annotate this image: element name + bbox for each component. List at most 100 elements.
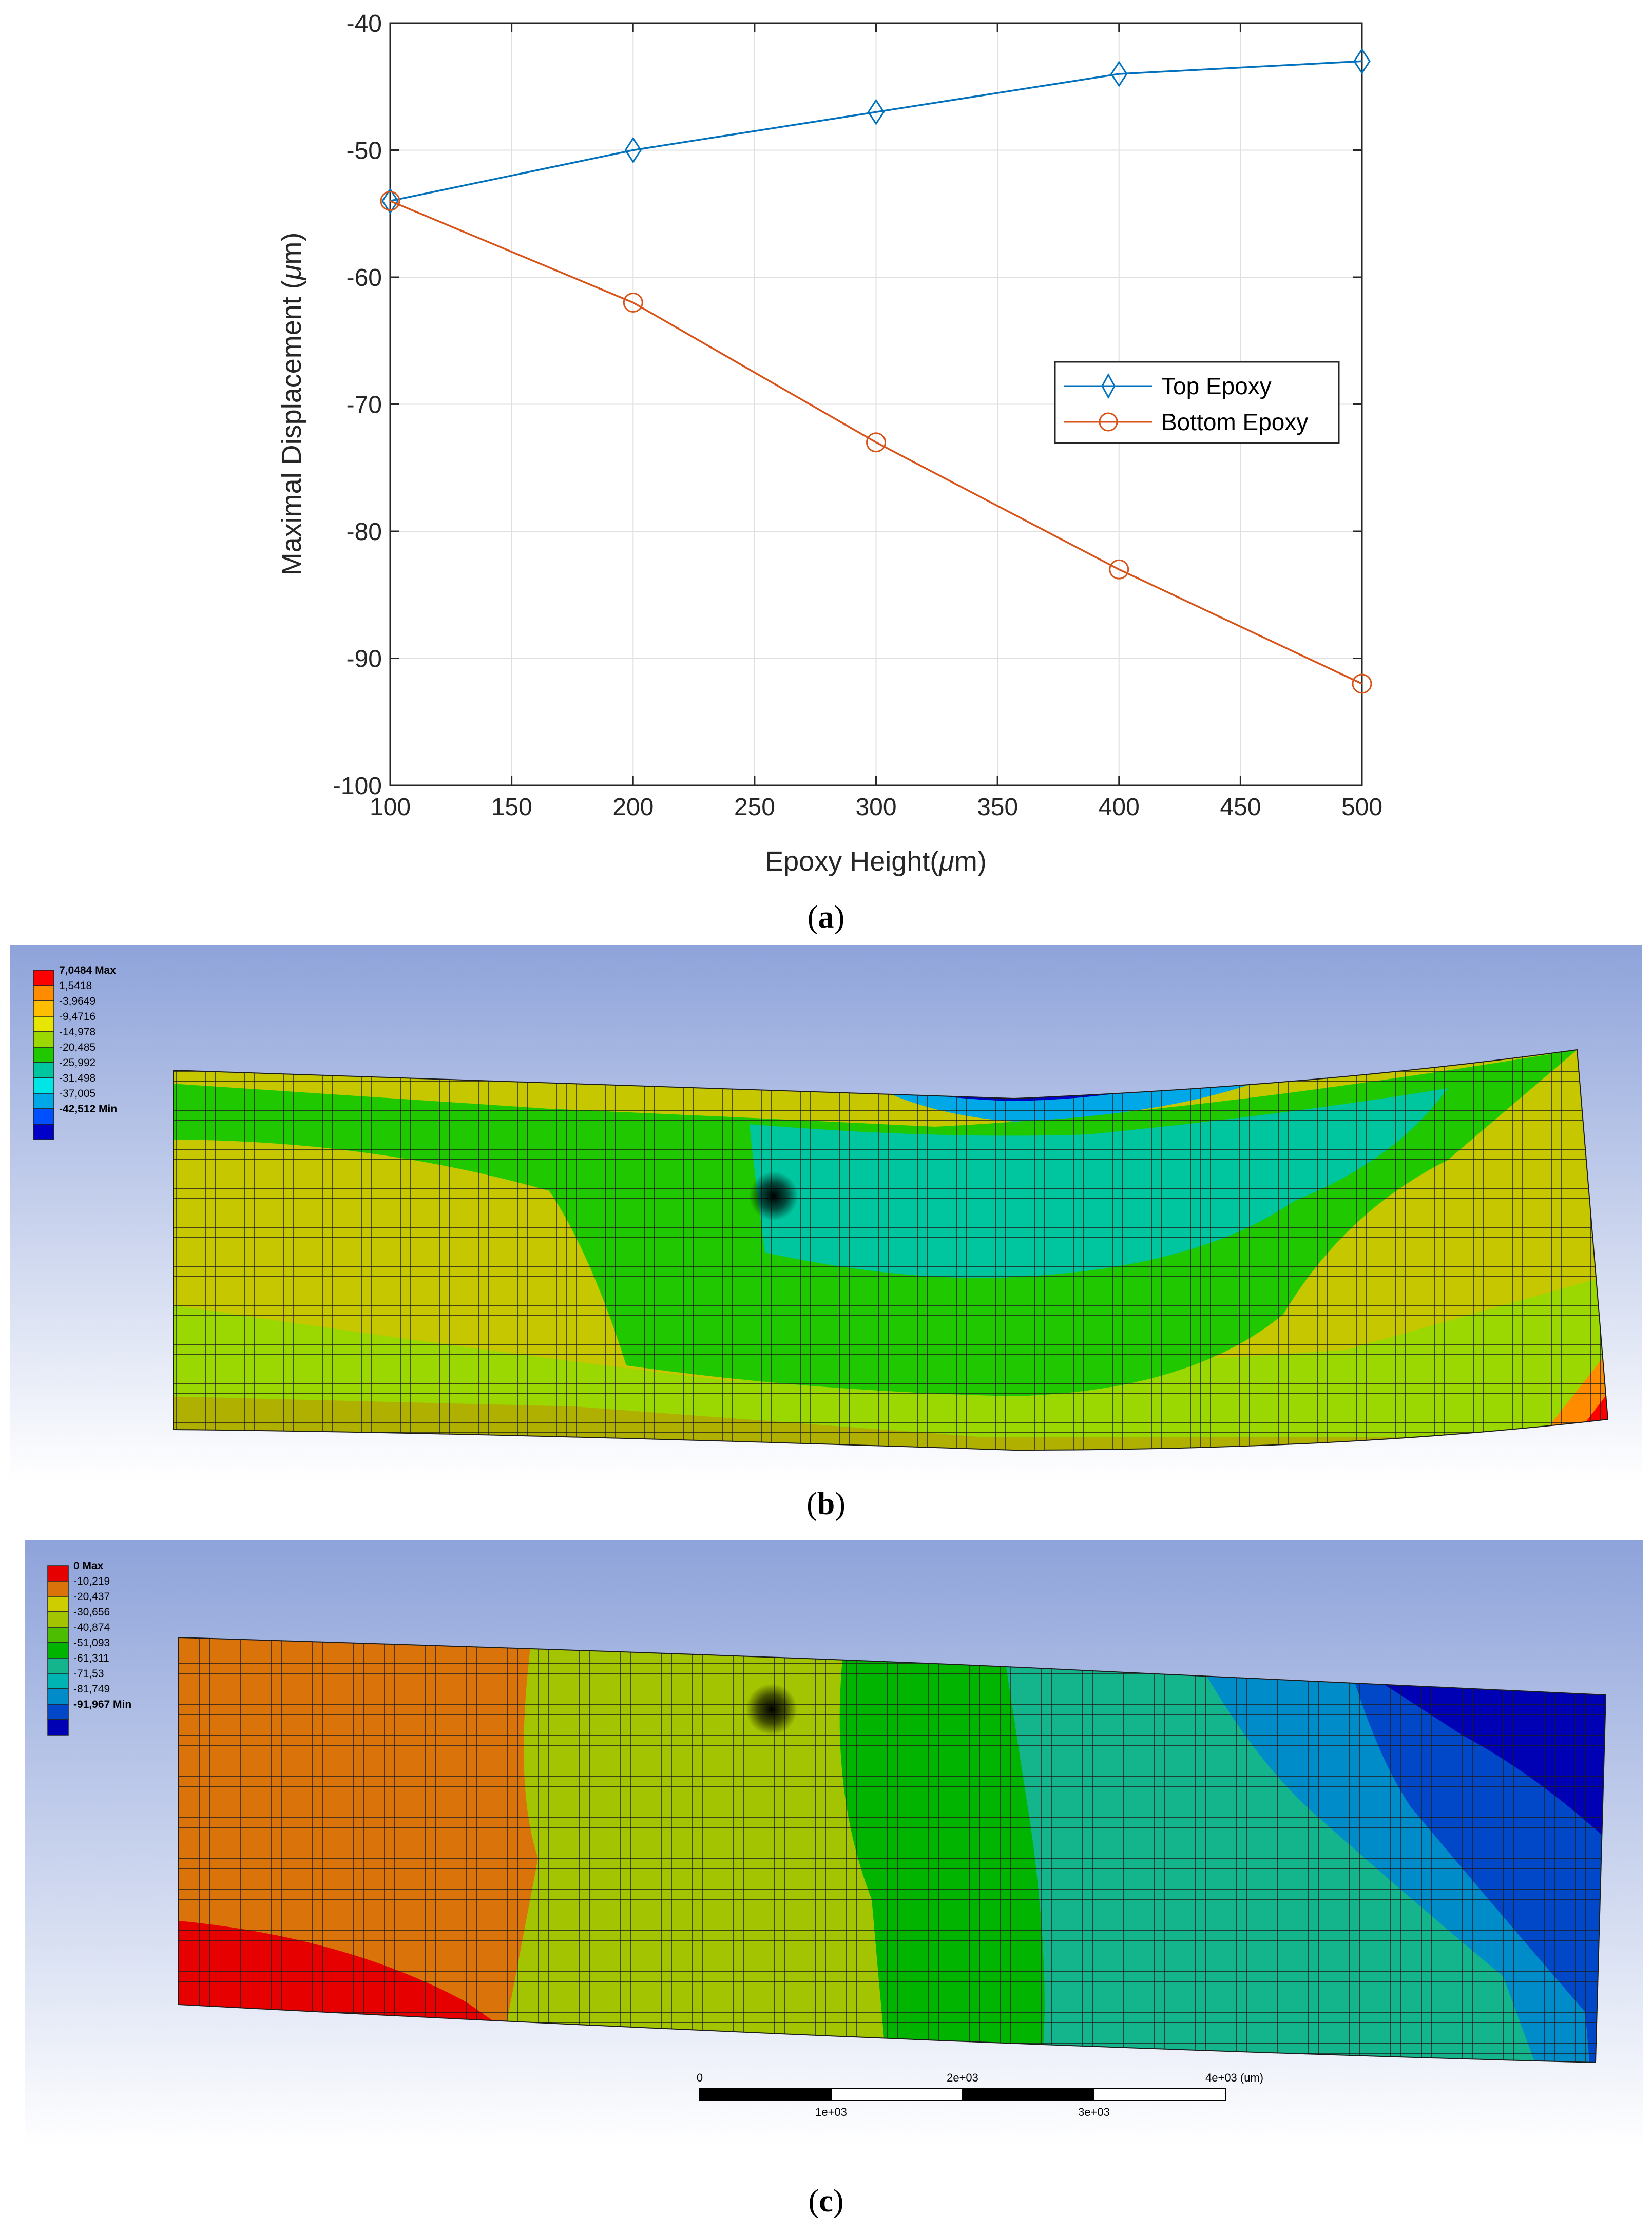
fea-panel-b: 7,0484 Max 1,5418 -3,9649 -9,4716 -14,978 -20… bbox=[10, 945, 1642, 1481]
data-point-bottom-epoxy bbox=[1109, 559, 1129, 580]
x-tick-label: 500 bbox=[1341, 794, 1382, 821]
legend-swatch bbox=[33, 1047, 54, 1063]
legend-swatch bbox=[47, 1642, 69, 1659]
beam-contour bbox=[179, 1637, 1606, 2063]
legend-swatch bbox=[33, 1093, 54, 1109]
scale-label-3e3: 3e+03 bbox=[1078, 2106, 1110, 2118]
legend-swatch bbox=[33, 1016, 54, 1032]
y-tick-label: -50 bbox=[347, 138, 382, 165]
legend-swatch bbox=[47, 1719, 69, 1736]
legend-value-label: -42,512 Min bbox=[59, 1103, 117, 1115]
legend-value-label: 1,5418 bbox=[59, 980, 92, 992]
data-point-bottom-epoxy bbox=[623, 293, 643, 313]
x-tick-label: 100 bbox=[370, 794, 411, 821]
y-axis-label: Maximal Displacement (μm) bbox=[276, 233, 307, 576]
legend-swatch bbox=[33, 985, 54, 1001]
data-point-bottom-epoxy bbox=[1352, 673, 1372, 694]
legend-label-top-epoxy: Top Epoxy bbox=[1161, 373, 1272, 399]
legend-value-label: -14,978 bbox=[59, 1026, 95, 1038]
beam-contour bbox=[174, 1050, 1608, 1450]
series-line-bottom-epoxy bbox=[390, 200, 1362, 685]
legend-swatch bbox=[47, 1627, 69, 1643]
legend-value-label: -51,093 bbox=[73, 1637, 110, 1649]
scale-bar: 0 2e+03 4e+03 (um) 1e+03 3e+03 bbox=[697, 2071, 1263, 2118]
chart-series bbox=[380, 48, 1372, 694]
x-tick-label: 400 bbox=[1099, 794, 1140, 821]
legend-value-label: -61,311 bbox=[73, 1652, 109, 1664]
legend-swatch bbox=[47, 1704, 69, 1720]
fea-panel-c: 0 Max -10,219 -20,437 -30,656 -40,874 -51,093… bbox=[25, 1540, 1643, 2147]
legend-swatch bbox=[33, 1108, 54, 1125]
chart-legend: Top Epoxy Bottom Epoxy bbox=[1054, 361, 1340, 444]
caption-a: (a) bbox=[807, 900, 845, 935]
data-point-top-epoxy bbox=[1110, 61, 1128, 87]
mesh-refinement-node bbox=[749, 1171, 798, 1221]
data-point-bottom-epoxy bbox=[866, 432, 886, 453]
x-tick-label: 450 bbox=[1220, 794, 1261, 821]
scale-label-2e3: 2e+03 bbox=[947, 2071, 978, 2084]
legend-swatch bbox=[33, 1077, 54, 1094]
data-point-top-epoxy bbox=[624, 137, 642, 164]
caption-b: (b) bbox=[806, 1487, 846, 1521]
contour-legend: 0 Max -10,219 -20,437 -30,656 -40,874 -51,093… bbox=[47, 1560, 131, 1736]
legend-swatch bbox=[47, 1596, 69, 1612]
caption-c: (c) bbox=[808, 2184, 844, 2219]
x-axis-label: Epoxy Height(μm) bbox=[765, 846, 987, 877]
data-point-top-epoxy bbox=[1353, 48, 1371, 74]
legend-value-label: -40,874 bbox=[73, 1622, 110, 1633]
legend-swatch bbox=[33, 1031, 54, 1048]
legend-swatch bbox=[47, 1658, 69, 1674]
legend-value-label: -71,53 bbox=[73, 1668, 104, 1680]
legend-value-label: -81,749 bbox=[73, 1683, 110, 1695]
x-tick-label: 350 bbox=[977, 794, 1018, 821]
scale-label-4e3: 4e+03 (um) bbox=[1205, 2071, 1263, 2084]
x-tick-label: 250 bbox=[734, 794, 775, 821]
y-tick-label: -70 bbox=[347, 392, 382, 419]
line-chart: 100 150 200 250 300 350 400 450 500 -40 -50 -60 -70 -… bbox=[276, 10, 1382, 877]
contour-legend: 7,0484 Max 1,5418 -3,9649 -9,4716 -14,978 -20… bbox=[33, 965, 117, 1140]
x-tick-label: 200 bbox=[612, 794, 654, 821]
legend-swatch bbox=[47, 1611, 69, 1628]
y-tick-label: -40 bbox=[347, 10, 382, 37]
legend-value-label: -3,9649 bbox=[59, 995, 95, 1007]
legend-value-label: -30,656 bbox=[73, 1606, 110, 1618]
scale-segment-1 bbox=[699, 2088, 832, 2101]
legend-marker-top-epoxy bbox=[1101, 373, 1116, 399]
mesh-refinement-node bbox=[746, 1684, 797, 1735]
legend-value-label: -91,967 Min bbox=[73, 1699, 131, 1710]
legend-swatch bbox=[47, 1673, 69, 1689]
legend-swatch bbox=[33, 1000, 54, 1017]
x-tick-label: 300 bbox=[855, 794, 896, 821]
legend-value-label: -25,992 bbox=[59, 1057, 95, 1069]
legend-swatch bbox=[47, 1688, 69, 1705]
scale-label-0: 0 bbox=[697, 2071, 703, 2084]
legend-value-label: -37,005 bbox=[59, 1088, 95, 1100]
chart-ticks: 100 150 200 250 300 350 400 450 500 -40 -50 -60 -70 -… bbox=[333, 10, 1382, 821]
legend-swatch bbox=[33, 1062, 54, 1078]
scale-label-1e3: 1e+03 bbox=[815, 2106, 847, 2118]
scale-segment-3 bbox=[962, 2088, 1094, 2101]
legend-value-label: -20,485 bbox=[59, 1042, 95, 1053]
legend-value-label: -9,4716 bbox=[59, 1011, 95, 1023]
legend-swatch bbox=[33, 1124, 54, 1140]
y-tick-label: -90 bbox=[347, 646, 382, 673]
y-tick-label: -100 bbox=[333, 773, 382, 800]
legend-value-label: -20,437 bbox=[73, 1591, 110, 1603]
legend-box bbox=[1054, 361, 1340, 444]
legend-value-label: -31,498 bbox=[59, 1072, 95, 1084]
legend-swatch bbox=[47, 1565, 69, 1582]
series-line-top-epoxy bbox=[390, 60, 1362, 202]
y-tick-label: -60 bbox=[347, 264, 382, 292]
scale-segment-2 bbox=[831, 2088, 963, 2101]
data-point-top-epoxy bbox=[867, 99, 885, 125]
data-point-bottom-epoxy bbox=[380, 191, 400, 211]
legend-swatch bbox=[33, 970, 54, 986]
legend-value-label: -10,219 bbox=[73, 1575, 110, 1587]
scale-segment-4 bbox=[1093, 2088, 1226, 2101]
legend-value-label: 0 Max bbox=[73, 1560, 104, 1572]
legend-label-bottom-epoxy: Bottom Epoxy bbox=[1161, 409, 1308, 435]
legend-swatch bbox=[47, 1581, 69, 1597]
beam-outline bbox=[173, 1049, 1609, 1451]
beam-outline bbox=[178, 1636, 1607, 2064]
x-tick-label: 150 bbox=[491, 794, 532, 821]
